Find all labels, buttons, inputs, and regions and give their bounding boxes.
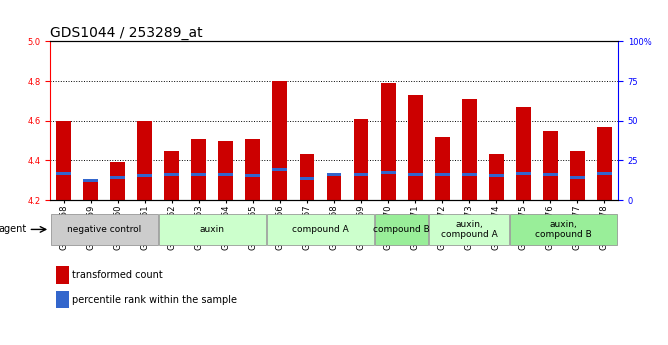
Bar: [245, 139, 261, 200]
Text: agent: agent: [0, 225, 27, 234]
FancyBboxPatch shape: [159, 214, 266, 245]
Text: GDS1044 / 253289_at: GDS1044 / 253289_at: [50, 26, 202, 40]
Bar: [353, 119, 369, 200]
Bar: [245, 174, 261, 177]
Bar: [462, 99, 477, 200]
Bar: [84, 180, 98, 200]
Bar: [489, 155, 504, 200]
Bar: [191, 173, 206, 176]
FancyBboxPatch shape: [51, 214, 158, 245]
Text: compound B: compound B: [373, 225, 430, 234]
Bar: [138, 174, 152, 177]
Text: compound A: compound A: [292, 225, 349, 234]
Bar: [516, 107, 530, 200]
Bar: [56, 172, 71, 175]
Bar: [110, 162, 125, 200]
Bar: [462, 173, 477, 176]
Bar: [353, 173, 369, 176]
Bar: [435, 137, 450, 200]
Bar: [84, 179, 98, 182]
Bar: [56, 291, 69, 308]
Bar: [327, 174, 341, 200]
Bar: [516, 172, 530, 175]
Bar: [273, 81, 287, 200]
Bar: [299, 155, 315, 200]
Bar: [273, 168, 287, 171]
FancyBboxPatch shape: [510, 214, 617, 245]
Text: auxin,
compound A: auxin, compound A: [441, 220, 498, 239]
Bar: [164, 150, 179, 200]
Text: auxin,
compound B: auxin, compound B: [536, 220, 593, 239]
Bar: [218, 173, 233, 176]
Bar: [381, 83, 395, 200]
Bar: [110, 176, 125, 179]
Bar: [570, 150, 584, 200]
Bar: [56, 266, 69, 284]
Bar: [56, 121, 71, 200]
Bar: [218, 140, 233, 200]
Bar: [164, 173, 179, 176]
Bar: [407, 95, 423, 200]
Bar: [597, 127, 612, 200]
Bar: [381, 171, 395, 174]
Bar: [570, 176, 584, 179]
Bar: [597, 172, 612, 175]
Text: transformed count: transformed count: [71, 270, 162, 280]
Bar: [138, 121, 152, 200]
FancyBboxPatch shape: [429, 214, 509, 245]
Bar: [543, 173, 558, 176]
Bar: [489, 174, 504, 177]
FancyBboxPatch shape: [267, 214, 374, 245]
Text: auxin: auxin: [200, 225, 225, 234]
Bar: [407, 173, 423, 176]
Bar: [299, 177, 315, 180]
FancyBboxPatch shape: [375, 214, 428, 245]
Bar: [543, 131, 558, 200]
Text: percentile rank within the sample: percentile rank within the sample: [71, 295, 236, 305]
Text: negative control: negative control: [67, 225, 142, 234]
Bar: [191, 139, 206, 200]
Bar: [327, 173, 341, 176]
Bar: [435, 173, 450, 176]
